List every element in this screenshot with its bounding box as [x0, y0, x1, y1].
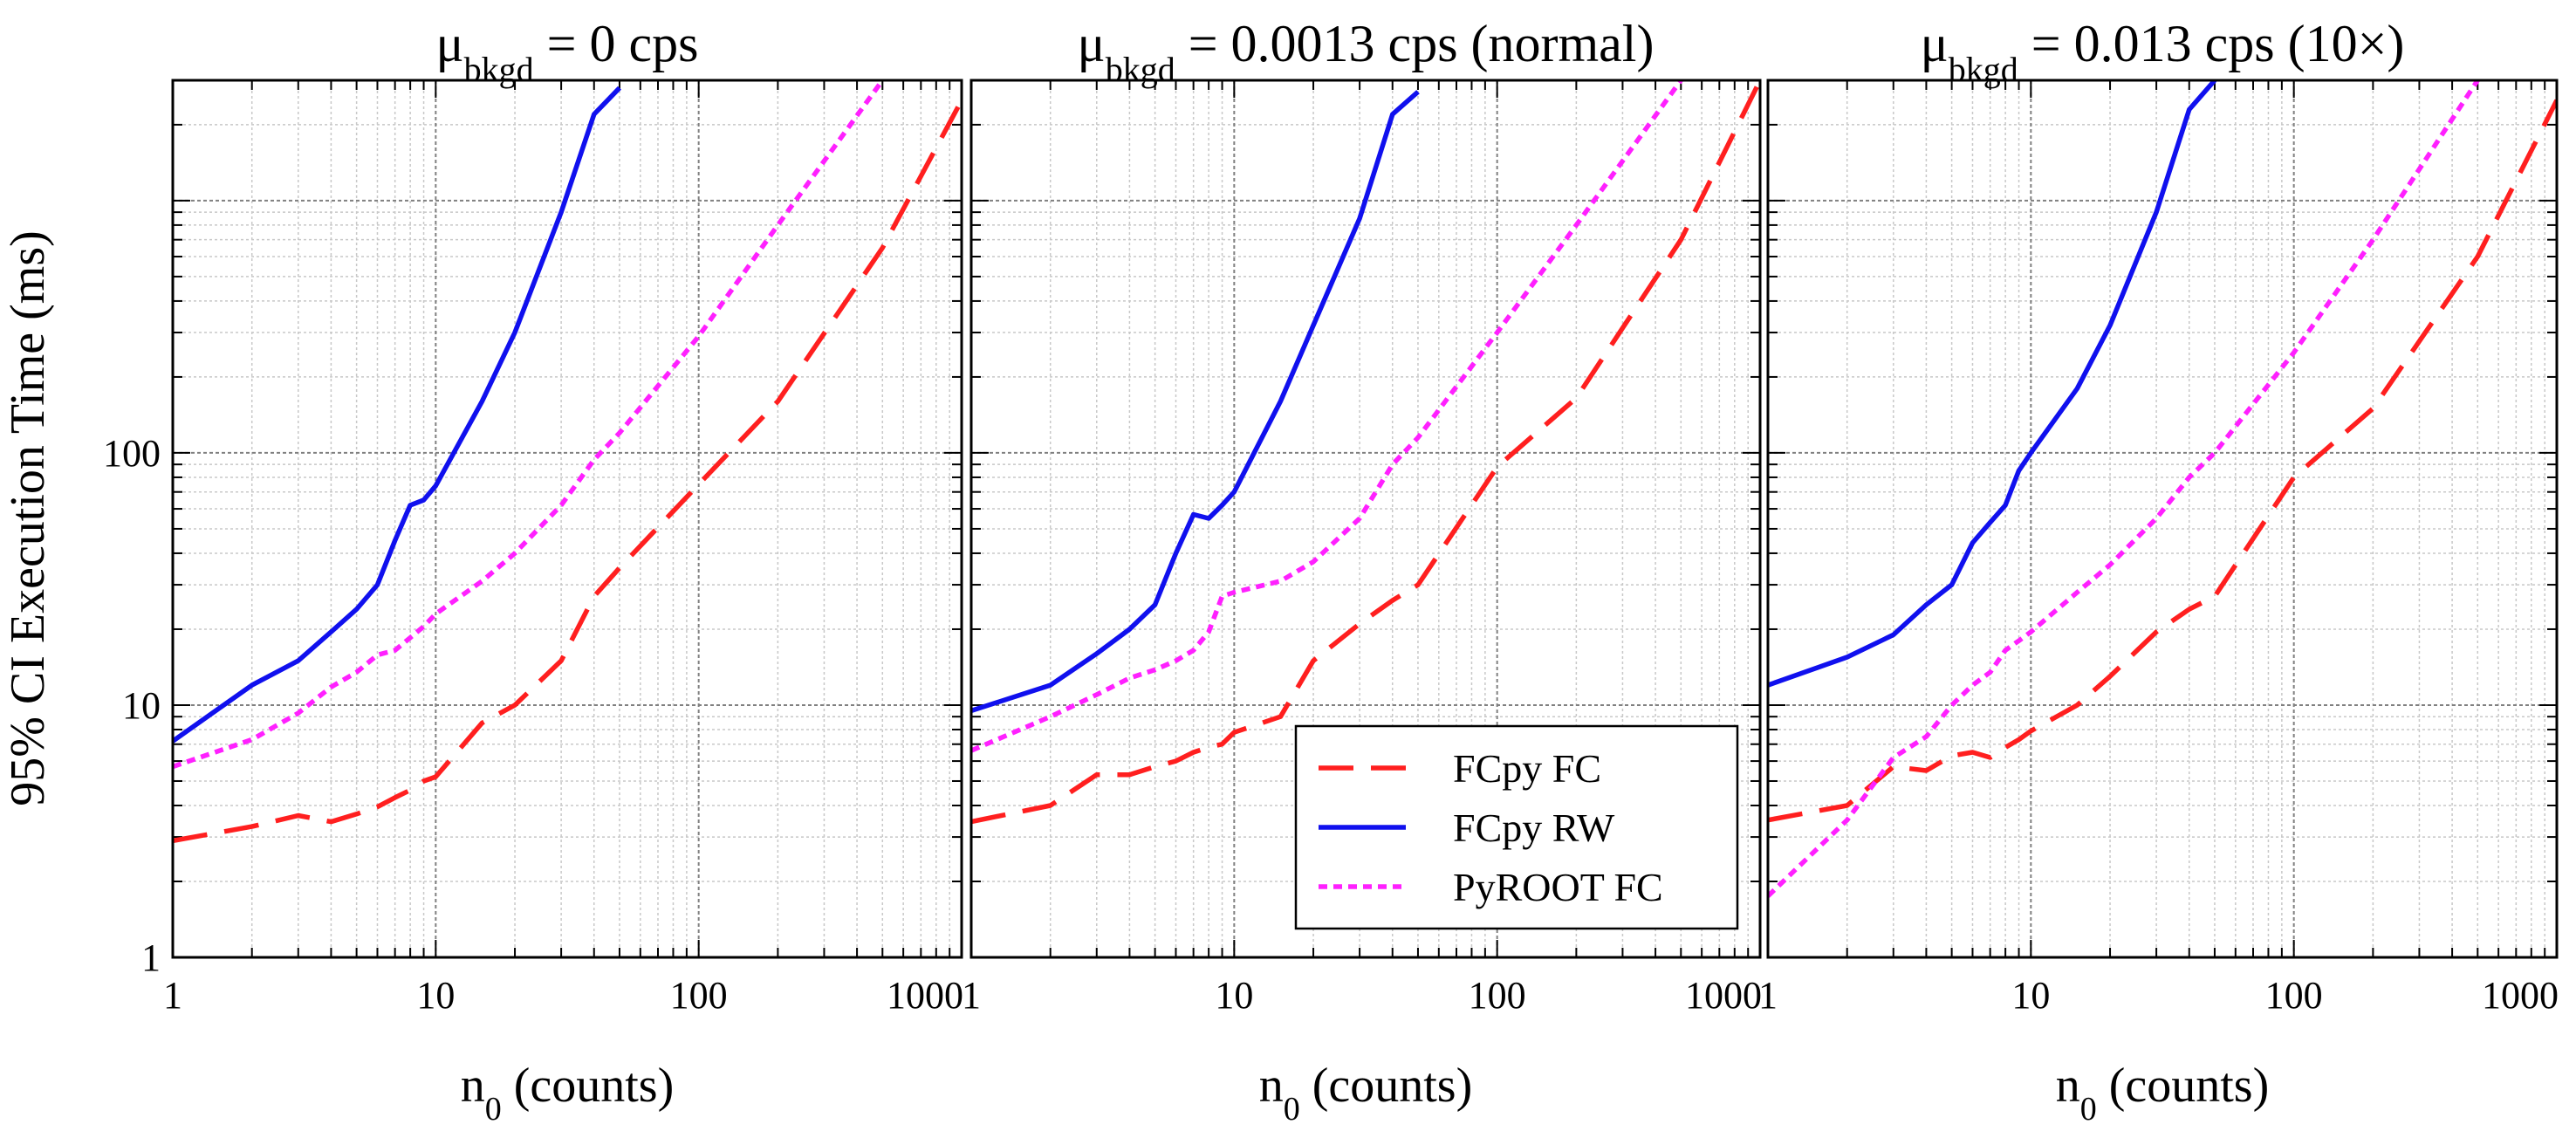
x-tick-label: 100 [2265, 974, 2323, 1017]
x-axis-label-sub: 0 [1284, 1091, 1300, 1128]
panel-3: 1 10 100 1000 n0 (counts) μbkgd = 0.013 cps (… [1758, 15, 2559, 1128]
x-tick-label: 1000 [2482, 974, 2559, 1017]
x-tick-label: 1 [962, 974, 981, 1017]
series-line-fcpy-fc [173, 99, 962, 844]
panel-title-rest: = 0.0013 cps (normal) [1175, 15, 1655, 72]
panel-title: μbkgd = 0.0013 cps (normal) [1078, 15, 1655, 89]
x-axis-label-sub: 0 [2080, 1091, 2097, 1128]
panel-title-sub: bkgd [1949, 50, 2018, 89]
x-axis-label-sub: 0 [485, 1091, 502, 1128]
legend-label: FCpy FC [1453, 746, 1601, 791]
y-tick-label: 1 [141, 936, 161, 979]
x-axis-label-main: n [461, 1059, 485, 1113]
x-tick-label: 1000 [1685, 974, 1762, 1017]
plot-frame [1766, 79, 2559, 959]
series-line-fcpy-rw [173, 86, 621, 744]
legend: FCpy FC FCpy RW PyROOT FC [1294, 724, 1739, 930]
x-tick-label: 1000 [887, 974, 963, 1017]
panel-title-sub: bkgd [1106, 50, 1175, 89]
x-axis-label-rest: (counts) [2097, 1059, 2270, 1113]
series-line-pyroot-fc [1768, 80, 2480, 898]
series-line-pyroot-fc [971, 80, 1683, 753]
x-axis-label-rest: (counts) [1300, 1059, 1473, 1113]
x-tick-label: 10 [2011, 974, 2050, 1017]
series-line-fcpy-rw [971, 90, 1420, 714]
grid-lines [173, 79, 962, 957]
series-line-fcpy-fc [1768, 99, 2557, 823]
x-tick-label: 100 [1469, 974, 1526, 1017]
x-tick-label: 10 [416, 974, 455, 1017]
panel-title: μbkgd = 0.013 cps (10×) [1921, 15, 2405, 89]
x-tick-label: 1 [1758, 974, 1778, 1017]
panel-title-main: μ [1921, 15, 1949, 72]
legend-label: FCpy RW [1453, 806, 1615, 850]
plot-frame [969, 79, 1762, 959]
panel-2: 1 10 100 1000 n0 (counts) μbkgd = 0.0013 cps … [962, 15, 1762, 1128]
x-tick-label: 10 [1215, 974, 1253, 1017]
axis-ticks [1767, 79, 2557, 958]
y-tick-label: 100 [103, 432, 161, 475]
panel-title-main: μ [436, 15, 464, 72]
x-tick-label: 1 [163, 974, 182, 1017]
x-axis-label-main: n [2056, 1059, 2080, 1113]
panel-title: μbkgd = 0 cps [436, 15, 699, 89]
panel-1: 1 10 100 1000 n0 (counts) μbkgd = 0 cps 1 10 100 [103, 15, 963, 1128]
series-line-fcpy-rw [1768, 80, 2217, 688]
grid-lines [1768, 79, 2557, 957]
panel-title-sub: bkgd [464, 50, 534, 89]
panel-title-main: μ [1078, 15, 1106, 72]
series-line-pyroot-fc [173, 80, 885, 770]
panel-title-rest: = 0 cps [534, 15, 699, 72]
x-axis-label-rest: (counts) [502, 1059, 675, 1113]
series-line-fcpy-fc [971, 80, 1760, 825]
x-tick-label: 100 [670, 974, 728, 1017]
x-axis-label: n0 (counts) [461, 1059, 675, 1128]
plot-frame [171, 79, 963, 959]
x-axis-label: n0 (counts) [1259, 1059, 1473, 1128]
legend-label: PyROOT FC [1453, 865, 1663, 909]
y-axis-label: 95% CI Execution Time (ms) [1, 230, 55, 806]
x-axis-label: n0 (counts) [2056, 1059, 2270, 1128]
x-axis-label-main: n [1259, 1059, 1284, 1113]
axis-ticks [970, 79, 1760, 958]
panel-title-rest: = 0.013 cps (10×) [2018, 15, 2405, 72]
y-tick-label: 10 [122, 684, 161, 727]
